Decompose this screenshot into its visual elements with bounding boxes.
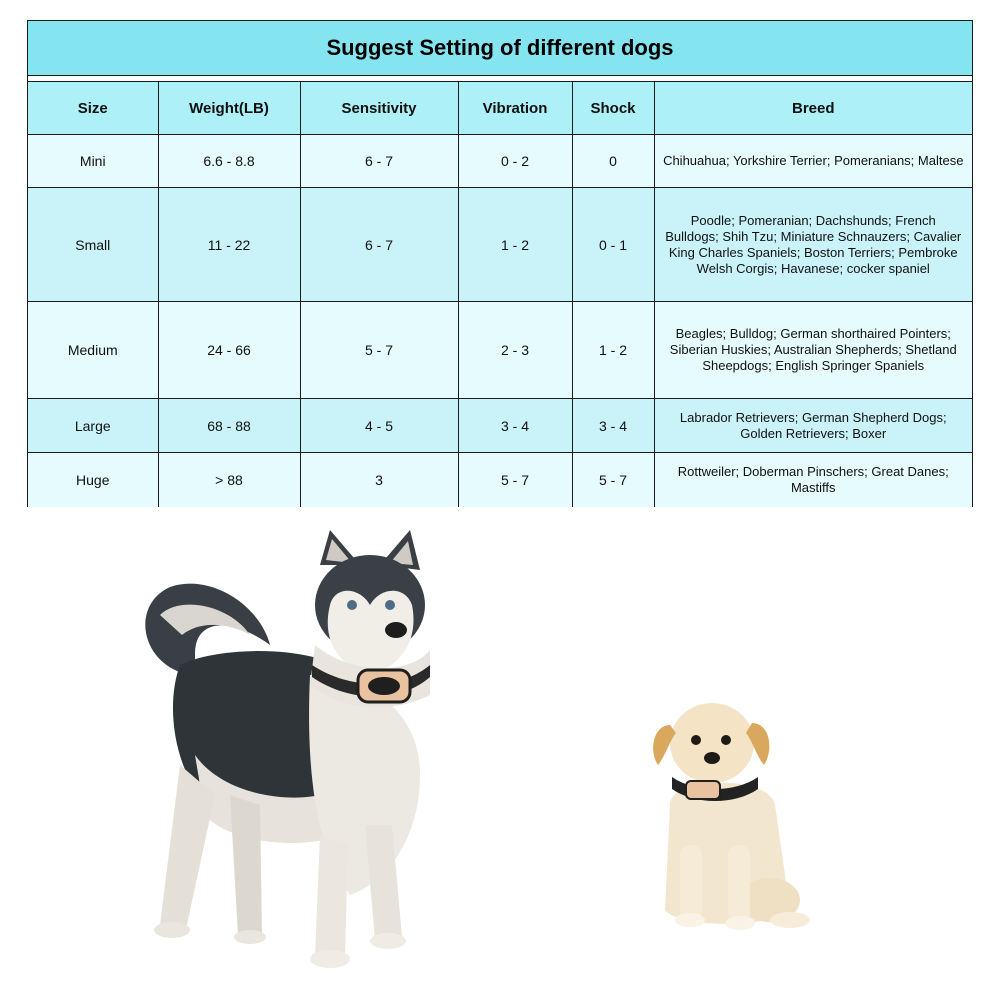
cell-breed: Labrador Retrievers; German Shepherd Dog… [654,398,972,453]
cell-sensitivity: 6 - 7 [300,187,459,302]
column-header-weight: Weight(LB) [158,82,301,135]
cell-shock: 0 - 1 [572,187,655,302]
cell-size: Small [28,187,159,302]
column-header-size: Size [28,82,159,135]
dog-settings-table: Size Weight(LB) Sensitivity Vibration Sh… [28,82,972,507]
cell-vibration: 1 - 2 [458,187,573,302]
table-row: Huge > 88 3 5 - 7 5 - 7 Rottweiler; Dobe… [28,452,972,507]
table-row: Medium 24 - 66 5 - 7 2 - 3 1 - 2 Beagles… [28,301,972,399]
cell-shock: 1 - 2 [572,301,655,399]
column-header-vibration: Vibration [458,82,573,135]
column-header-breed: Breed [654,82,972,135]
cell-sensitivity: 6 - 7 [300,134,459,188]
cell-shock: 3 - 4 [572,398,655,453]
cell-shock: 0 [572,134,655,188]
cell-vibration: 3 - 4 [458,398,573,453]
cell-weight: 68 - 88 [158,398,301,453]
cell-breed: Poodle; Pomeranian; Dachshunds; French B… [654,187,972,302]
husky-dog-image [145,530,430,968]
table-row: Mini 6.6 - 8.8 6 - 7 0 - 2 0 Chihuahua; … [28,134,972,188]
cell-vibration: 2 - 3 [458,301,573,399]
cell-vibration: 5 - 7 [458,452,573,507]
cell-sensitivity: 3 [300,452,459,507]
cell-breed: Chihuahua; Yorkshire Terrier; Pomeranian… [654,134,972,188]
column-header-shock: Shock [572,82,655,135]
cell-shock: 5 - 7 [572,452,655,507]
cell-weight: 11 - 22 [158,187,301,302]
settings-table-card: Suggest Setting of different dogs Size W… [27,20,973,507]
header-row: Size Weight(LB) Sensitivity Vibration Sh… [28,82,972,135]
table-title: Suggest Setting of different dogs [28,21,972,76]
table-row: Small 11 - 22 6 - 7 1 - 2 0 - 1 Poodle; … [28,187,972,302]
cell-breed: Rottweiler; Doberman Pinschers; Great Da… [654,452,972,507]
cell-weight: > 88 [158,452,301,507]
column-header-sensitivity: Sensitivity [300,82,459,135]
table-row: Large 68 - 88 4 - 5 3 - 4 3 - 4 Labrador… [28,398,972,453]
cell-size: Huge [28,452,159,507]
cell-size: Large [28,398,159,453]
cell-vibration: 0 - 2 [458,134,573,188]
cell-breed: Beagles; Bulldog; German shorthaired Poi… [654,301,972,399]
title-divider [28,76,972,82]
cell-size: Medium [28,301,159,399]
cell-weight: 6.6 - 8.8 [158,134,301,188]
cell-size: Mini [28,134,159,188]
cell-weight: 24 - 66 [158,301,301,399]
cell-sensitivity: 5 - 7 [300,301,459,399]
puppy-dog-image [653,703,810,930]
cell-sensitivity: 4 - 5 [300,398,459,453]
